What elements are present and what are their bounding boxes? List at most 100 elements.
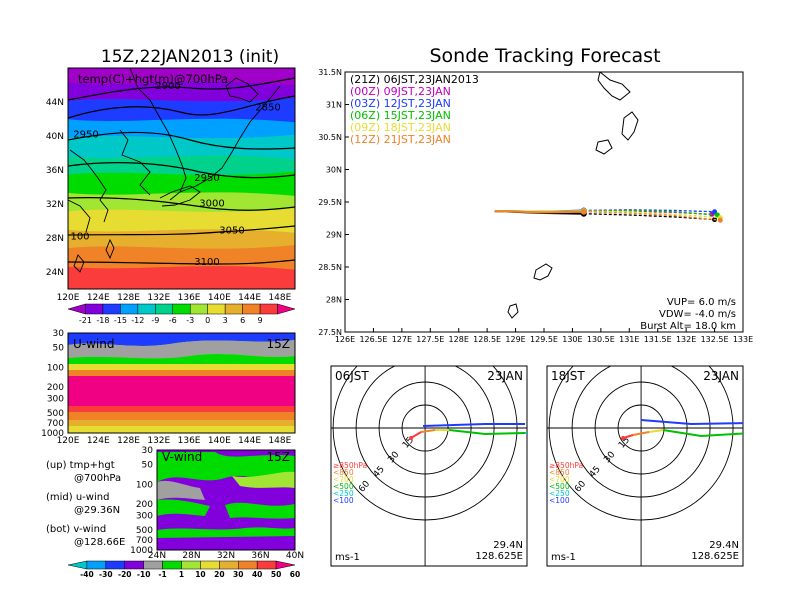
- y-tick-label: 1000: [130, 546, 153, 556]
- x-tick-label: 133E: [733, 335, 753, 344]
- contour-labels: 2900 2850 2950 2950 3000 3050 3100 100: [70, 81, 280, 268]
- u-wind-panel: U-wind 15Z 120E 124E 128E 132E 136E 140E 144E 1…: [41, 329, 296, 446]
- y-tick-label: 24N: [46, 268, 64, 278]
- x-tick-label: 148E: [268, 293, 291, 303]
- colorbar-cell: [85, 303, 104, 315]
- launch-param: Burst Alt= 18.0 km: [640, 321, 736, 332]
- colorbar-cell: [137, 303, 156, 315]
- wind-profile-segment: [662, 429, 743, 438]
- x-tick-label: 127.5E: [416, 335, 444, 344]
- side-legend-sub: @29.36N: [74, 505, 120, 516]
- x-tick-label: 132E: [147, 436, 170, 446]
- x-tick-label: 130.5E: [587, 335, 615, 344]
- colorbar-label: -15: [114, 316, 127, 325]
- hodograph-lon: 128.625E: [475, 551, 523, 562]
- track-x-ticks: 126E 126.5E 127E 127.5E 128E 128.5E 129E 129.5E…: [335, 328, 753, 344]
- x-tick-label: 127E: [392, 335, 412, 344]
- u-wind-time: 15Z: [267, 337, 291, 351]
- x-tick-label: 120E: [57, 293, 80, 303]
- x-tick-label: 136E: [178, 293, 201, 303]
- colorbar-label: -18: [96, 316, 109, 325]
- colorbar-cell: [189, 303, 208, 315]
- y-tick-label: 31N: [326, 101, 342, 110]
- main-title: Sonde Tracking Forecast: [429, 45, 660, 67]
- track-map: (21Z) 06JST,23JAN2013(00Z) 09JST,23JAN(0…: [318, 68, 753, 344]
- colorbar-cell: [242, 303, 261, 315]
- contour-label: 2950: [73, 129, 98, 140]
- wind-profile-segment: [448, 429, 526, 436]
- hodograph-lat: 29.4N: [709, 540, 739, 551]
- colorbar-cell: [256, 560, 277, 570]
- colorbar-label: 40: [252, 570, 262, 579]
- y-tick-label: 28N: [46, 234, 64, 244]
- x-tick-label: 24N: [148, 551, 166, 561]
- sonde-tracks: [494, 207, 723, 223]
- y-tick-label: 30.5N: [318, 133, 342, 142]
- u-wind-field: [68, 333, 295, 433]
- track-descent: [583, 210, 721, 219]
- level-legend: <100: [333, 496, 354, 505]
- temp-map: temp(C)+hgt(m)@700hPa 290028502950295030…: [46, 67, 296, 325]
- colorbar-cell: [219, 560, 239, 570]
- burst-point: [580, 208, 587, 215]
- x-tick-label: 32N: [217, 551, 235, 561]
- level-legend: <500: [333, 482, 354, 491]
- contour-label: 2850: [255, 102, 280, 113]
- colorbar-cell: [207, 303, 226, 315]
- track-legend-entry: (00Z) 09JST,23JAN: [350, 85, 451, 98]
- colorbar-cell: [105, 560, 126, 570]
- y-tick-label: 30: [53, 329, 65, 339]
- wind-profile-segment: [641, 419, 743, 426]
- landing-point: [712, 209, 718, 215]
- temp-colorbar: -21 -18 -15 -12 -9 -6 -3 0 3 6 9: [67, 303, 296, 325]
- x-tick-label: 131E: [619, 335, 639, 344]
- colorbar-label: 3: [223, 316, 228, 325]
- left-title: 15Z,22JAN2013 (init): [101, 47, 279, 67]
- colorbar-label: 10: [195, 570, 205, 579]
- y-tick-label: 200: [136, 500, 153, 510]
- wind-profile-segment: [648, 429, 664, 433]
- y-tick-label: 44N: [46, 98, 64, 108]
- x-tick-label: 140E: [208, 293, 231, 303]
- y-tick-label: 27.5N: [318, 328, 342, 337]
- contour-label: 100: [70, 231, 89, 242]
- colorbar-label: -1: [158, 570, 166, 579]
- colorbar-label: -21: [79, 316, 92, 325]
- colorbar-label: 0: [205, 316, 210, 325]
- x-tick-label: 136E: [178, 436, 201, 446]
- colorbar-label: -10: [137, 570, 151, 579]
- level-legend: <850: [333, 468, 354, 477]
- x-tick-label: 128.5E: [473, 335, 501, 344]
- wind-profile-segment: [632, 431, 650, 436]
- wind-profile-segment: [420, 429, 436, 433]
- hodograph-frame: [546, 365, 744, 567]
- colorbar-cell: [259, 303, 278, 315]
- launch-param: VUP= 6.0 m/s: [667, 297, 736, 308]
- y-tick-label: 36N: [46, 166, 64, 176]
- temp-band: [68, 266, 295, 289]
- y-tick-label: 40N: [46, 132, 64, 142]
- u-wind-label: U-wind: [73, 337, 114, 351]
- colorbar-label: -9: [151, 316, 159, 325]
- colorbar-label: 9: [258, 316, 263, 325]
- colorbar-cell: [102, 303, 121, 315]
- y-tick-label: 500: [47, 409, 64, 419]
- x-tick-label: 28N: [182, 551, 200, 561]
- level-legend: <250: [333, 489, 354, 498]
- v-wind-time: 15Z: [267, 450, 291, 464]
- colorbar-label: 60: [290, 570, 300, 579]
- colorbar-cell: [224, 303, 243, 315]
- x-tick-label: 128E: [117, 293, 140, 303]
- y-tick-label: 32N: [46, 200, 64, 210]
- x-tick-label: 132E: [147, 293, 170, 303]
- v-wind-label: V-wind: [162, 450, 202, 464]
- y-tick-label: 100: [47, 363, 64, 373]
- y-tick-label: 28N: [326, 296, 342, 305]
- level-legend: <850: [549, 468, 570, 477]
- colorbar-cell: [120, 303, 139, 315]
